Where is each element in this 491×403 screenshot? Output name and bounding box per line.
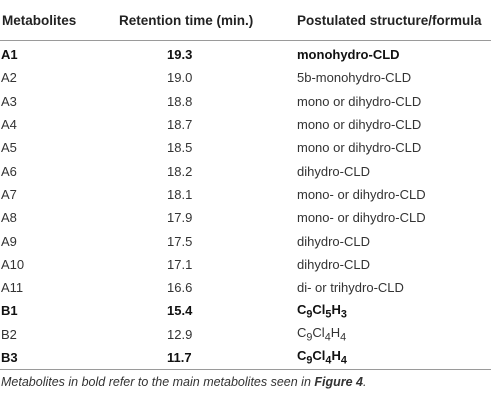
cell-structure: dihydro-CLD — [297, 256, 370, 272]
cell-metabolite: A6 — [1, 163, 17, 179]
cell-structure: mono- or dihydro-CLD — [297, 210, 426, 226]
cell-retention-time: 17.5 — [167, 233, 193, 249]
table-row: B1 15.4 C9Cl5H3 — [0, 299, 491, 322]
header-structure: Postulated structure/formula — [294, 0, 491, 41]
cell-metabolite: A2 — [1, 70, 17, 86]
cell-retention-time: 18.5 — [167, 140, 193, 156]
table-row: B3 11.7 C9Cl4H4 — [0, 345, 491, 371]
cell-metabolite: A1 — [1, 47, 18, 63]
table-row: A5 18.5 mono or dihydro-CLD — [0, 136, 491, 159]
cell-structure: 5b-monohydro-CLD — [297, 70, 412, 86]
cell-retention-time: 19.3 — [167, 47, 193, 63]
table-row: A2 19.0 5b-monohydro-CLD — [0, 66, 491, 89]
cell-structure: mono or dihydro-CLD — [297, 93, 422, 109]
cell-structure: dihydro-CLD — [297, 233, 370, 249]
cell-metabolite: A10 — [1, 256, 25, 272]
cell-retention-time: 17.1 — [167, 256, 193, 272]
cell-retention-time: 18.1 — [167, 186, 193, 202]
cell-metabolite: A7 — [1, 186, 17, 202]
cell-structure: mono- or dihydro-CLD — [297, 186, 426, 202]
table-body: A1 19.3 monohydro-CLD A2 19.0 5b-monohydro-CL… — [0, 41, 491, 371]
cell-retention-time: 11.7 — [119, 345, 294, 371]
table-row: A6 18.2 dihydro-CLD — [0, 159, 491, 182]
cell-metabolite: A5 — [1, 140, 17, 156]
table-row: A11 16.6 di- or trihydro-CLD — [0, 276, 491, 299]
cell-metabolite: A4 — [1, 117, 17, 133]
cell-metabolite: B2 — [1, 326, 17, 342]
table-row: A4 18.7 mono or dihydro-CLD — [0, 113, 491, 136]
cell-structure: dihydro-CLD — [297, 163, 370, 179]
cell-structure: di- or trihydro-CLD — [297, 280, 404, 296]
cell-metabolite: B3 — [0, 345, 119, 371]
cell-structure: C9Cl4H4 — [297, 324, 347, 344]
cell-retention-time: 12.9 — [167, 326, 193, 342]
cell-metabolite: A9 — [1, 233, 17, 249]
cell-structure: monohydro-CLD — [297, 47, 400, 63]
cell-retention-time: 17.9 — [167, 210, 193, 226]
cell-metabolite: A8 — [1, 210, 17, 226]
footnote-end: . — [363, 375, 367, 389]
cell-metabolite: B1 — [1, 303, 18, 319]
cell-structure: mono or dihydro-CLD — [297, 140, 422, 156]
table-row: A10 17.1 dihydro-CLD — [0, 253, 491, 276]
table-header: Metabolites Retention time (min.) Postul… — [0, 0, 491, 41]
header-row: Metabolites Retention time (min.) Postul… — [0, 0, 491, 41]
footnote-text: Metabolites in bold refer to the main me… — [1, 375, 315, 389]
cell-structure: C9Cl4H4 — [294, 345, 491, 371]
cell-structure: mono or dihydro-CLD — [297, 117, 422, 133]
footnote-figure-ref: Figure 4 — [314, 375, 363, 389]
table-row: B2 12.9 C9Cl4H4 — [0, 323, 491, 346]
metabolites-table: Metabolites Retention time (min.) Postul… — [0, 0, 491, 371]
cell-metabolite: A11 — [1, 280, 24, 296]
table-row: A9 17.5 dihydro-CLD — [0, 229, 491, 252]
table-row: A1 19.3 monohydro-CLD — [0, 41, 491, 67]
cell-retention-time: 18.8 — [167, 93, 193, 109]
table-row: A8 17.9 mono- or dihydro-CLD — [0, 206, 491, 229]
cell-retention-time: 18.7 — [167, 117, 193, 133]
table-row: A7 18.1 mono- or dihydro-CLD — [0, 183, 491, 206]
cell-retention-time: 19.0 — [167, 70, 193, 86]
table-row: A3 18.8 mono or dihydro-CLD — [0, 90, 491, 113]
header-metabolites: Metabolites — [0, 0, 119, 41]
header-retention-time: Retention time (min.) — [119, 0, 294, 41]
table-footnote: Metabolites in bold refer to the main me… — [1, 375, 366, 389]
cell-metabolite: A3 — [1, 93, 17, 109]
cell-retention-time: 18.2 — [167, 163, 193, 179]
cell-structure: C9Cl5H3 — [297, 301, 347, 321]
cell-retention-time: 15.4 — [167, 303, 193, 319]
cell-retention-time: 16.6 — [167, 280, 193, 296]
